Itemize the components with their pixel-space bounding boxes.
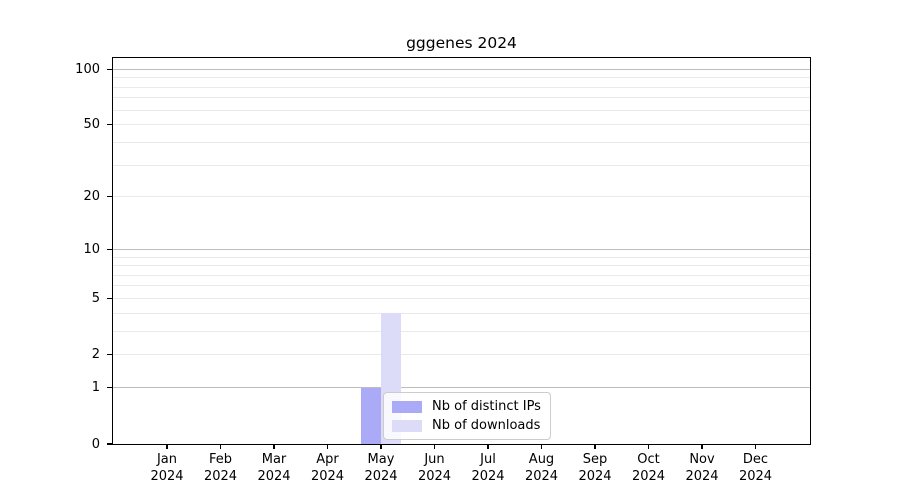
gridline-minor	[113, 109, 810, 111]
y-axis-tick	[107, 387, 113, 389]
gridline-minor	[113, 354, 810, 356]
legend-swatch-downloads-icon	[392, 419, 422, 432]
x-axis-tick	[594, 444, 596, 449]
gridline-minor	[113, 298, 810, 299]
y-tick-label: 50	[83, 117, 100, 133]
gridline-minor	[113, 124, 810, 126]
y-tick-label: 20	[83, 189, 100, 205]
gridline-minor	[113, 164, 810, 166]
x-tick-label: Feb 2024	[203, 452, 238, 484]
x-tick-label: Aug 2024	[524, 452, 559, 484]
gridline-minor	[113, 196, 810, 198]
gridline-minor	[113, 256, 810, 258]
gridline-major	[113, 387, 810, 389]
x-axis-tick	[326, 444, 329, 449]
legend-entry-distinct-ips: Nb of distinct IPs	[392, 399, 541, 414]
x-tick-label: Mar 2024	[257, 452, 291, 484]
x-axis-tick	[540, 444, 543, 449]
y-axis-tick	[107, 124, 113, 126]
gridline-minor	[113, 86, 810, 88]
gridline-minor	[113, 265, 810, 267]
x-tick-label: Nov 2024	[685, 452, 719, 484]
y-axis-tick	[107, 196, 113, 198]
gridline-major	[113, 68, 810, 70]
legend-swatch-distinct-ips-icon	[392, 400, 422, 413]
x-tick-label: Jan 2024	[150, 452, 184, 484]
gridline-minor	[113, 330, 810, 332]
x-tick-label: Apr 2024	[310, 452, 345, 484]
y-tick-label: 2	[91, 347, 100, 363]
gridline-minor	[113, 97, 810, 99]
x-axis-tick	[647, 444, 650, 449]
legend-label-downloads: Nb of downloads	[432, 418, 541, 433]
x-tick-label: Oct 2024	[631, 452, 666, 484]
gridline-minor	[113, 285, 810, 287]
x-axis-tick	[380, 444, 382, 449]
y-tick-label: 10	[83, 241, 100, 257]
x-axis-tick	[166, 444, 168, 449]
x-axis-tick	[487, 444, 489, 449]
x-axis-tick	[433, 444, 436, 449]
x-tick-label: Jul 2024	[471, 452, 505, 484]
y-axis-tick	[107, 297, 113, 300]
x-tick-label: Jun 2024	[417, 452, 452, 484]
x-axis-tick	[273, 444, 275, 449]
legend-entry-downloads: Nb of downloads	[392, 418, 541, 433]
legend-label-distinct-ips: Nb of distinct IPs	[432, 399, 541, 414]
y-tick-label: 1	[91, 380, 100, 396]
bar-distinct-ips	[361, 387, 381, 444]
x-axis-tick	[754, 444, 757, 449]
gridline-minor	[113, 77, 810, 79]
gridline-minor	[113, 312, 810, 314]
gridline-minor	[113, 141, 810, 143]
y-axis-tick	[107, 443, 113, 445]
y-tick-label: 0	[91, 436, 100, 452]
gridline-major	[113, 248, 810, 250]
y-axis-tick	[107, 68, 113, 70]
y-tick-label: 100	[75, 61, 100, 77]
chart-title: gggenes 2024	[406, 34, 517, 52]
x-tick-label: Dec 2024	[738, 452, 773, 484]
y-axis-tick	[107, 354, 113, 356]
x-tick-label: May 2024	[364, 452, 398, 484]
gridline-minor	[113, 274, 810, 276]
x-tick-label: Sep 2024	[578, 452, 612, 484]
x-axis-tick	[701, 444, 703, 449]
x-axis-tick	[219, 444, 222, 449]
y-axis-tick	[107, 248, 113, 250]
y-tick-label: 5	[91, 291, 100, 306]
legend: Nb of distinct IPs Nb of downloads	[383, 392, 551, 440]
